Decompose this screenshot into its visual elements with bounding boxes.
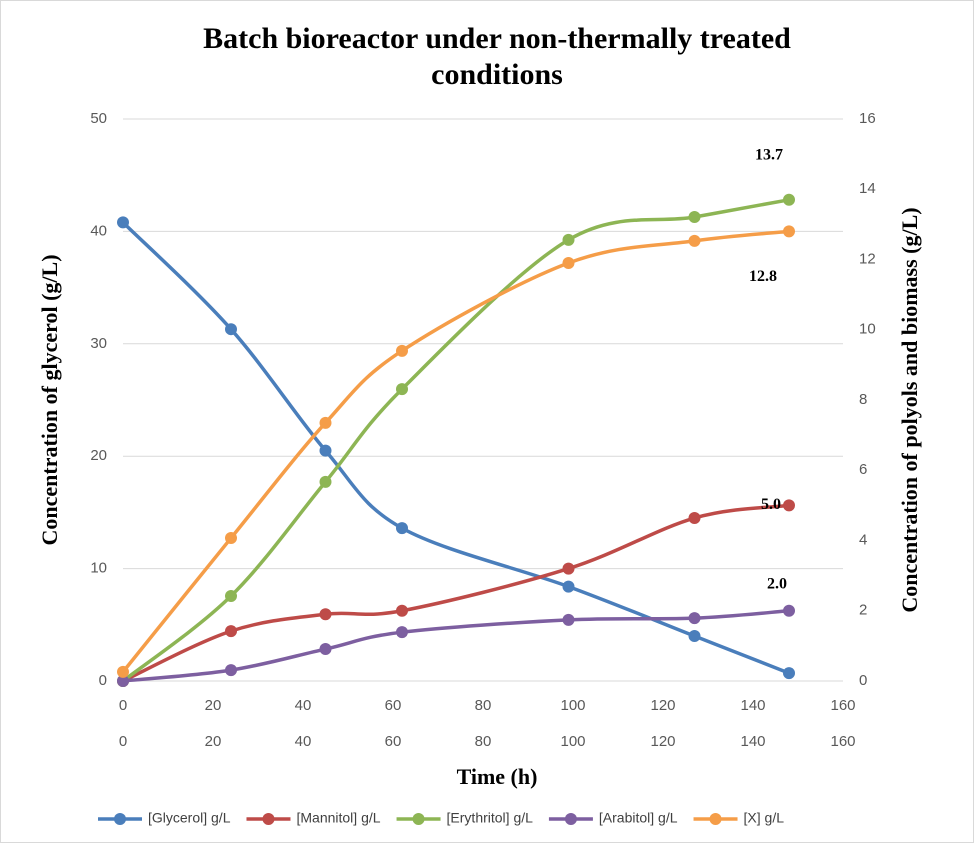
data-point bbox=[319, 475, 332, 488]
data-point bbox=[688, 210, 701, 223]
x2-tick-label: 100 bbox=[560, 733, 585, 750]
data-point bbox=[319, 643, 332, 656]
data-point bbox=[396, 522, 408, 535]
x2-tick-label: 20 bbox=[205, 733, 222, 750]
x2-tick-label: 60 bbox=[385, 733, 402, 750]
y2-tick-label: 6 bbox=[859, 461, 867, 478]
legend-label: [X] g/L bbox=[744, 810, 785, 826]
data-point bbox=[225, 664, 237, 677]
chart-title: Batch bioreactor under non-thermally tre… bbox=[203, 22, 791, 91]
y2-tick-label: 12 bbox=[859, 250, 876, 267]
legend-marker bbox=[114, 813, 126, 825]
x-tick-label: 60 bbox=[385, 697, 402, 714]
x-axis-title: Time (h) bbox=[457, 764, 538, 789]
y2-tick-label: 10 bbox=[859, 321, 876, 338]
data-point bbox=[688, 612, 701, 625]
y-tick-label: 30 bbox=[90, 335, 107, 352]
data-point bbox=[783, 193, 795, 206]
x-tick-label: 160 bbox=[830, 697, 855, 714]
data-point bbox=[783, 667, 795, 680]
data-point bbox=[225, 589, 237, 602]
y-tick-label: 20 bbox=[90, 447, 107, 464]
x-tick-label: 140 bbox=[740, 697, 765, 714]
data-point bbox=[783, 499, 795, 512]
x2-tick-label: 120 bbox=[650, 733, 675, 750]
y-tick-label: 0 bbox=[99, 672, 107, 689]
data-point bbox=[396, 383, 408, 396]
data-point bbox=[562, 613, 575, 626]
legend-label: [Erythritol] g/L bbox=[447, 810, 534, 826]
data-point bbox=[562, 562, 575, 575]
data-point bbox=[783, 225, 795, 238]
y2-tick-label: 0 bbox=[859, 672, 867, 689]
legend-marker bbox=[564, 813, 577, 825]
legend-label: [Glycerol] g/L bbox=[148, 810, 231, 826]
data-point bbox=[319, 444, 332, 457]
x-tick-label: 40 bbox=[295, 697, 312, 714]
data-label: 13.7 bbox=[755, 146, 783, 163]
x-tick-label: 80 bbox=[475, 697, 492, 714]
y2-tick-label: 2 bbox=[859, 602, 867, 619]
legend-marker bbox=[262, 813, 275, 825]
data-point bbox=[562, 233, 575, 246]
x2-tick-label: 40 bbox=[295, 733, 312, 750]
y-tick-label: 10 bbox=[90, 560, 107, 577]
data-point bbox=[117, 216, 129, 229]
data-point bbox=[396, 604, 408, 617]
data-point bbox=[319, 416, 332, 429]
data-point bbox=[688, 234, 701, 247]
data-label: 5.0 bbox=[761, 496, 781, 513]
legend-marker bbox=[412, 813, 425, 825]
data-point bbox=[396, 626, 408, 639]
data-point bbox=[117, 675, 129, 687]
legend-label: [Mannitol] g/L bbox=[296, 810, 380, 826]
data-point bbox=[396, 344, 408, 357]
data-label: 2.0 bbox=[767, 575, 787, 592]
data-point bbox=[117, 665, 129, 678]
x-tick-label: 120 bbox=[650, 697, 675, 714]
x-tick-label: 100 bbox=[560, 697, 585, 714]
x-tick-label: 0 bbox=[119, 697, 127, 714]
y-axis-title: Concentration of glycerol (g/L) bbox=[37, 254, 62, 545]
data-point bbox=[225, 323, 237, 336]
data-point bbox=[688, 630, 701, 643]
x2-tick-label: 80 bbox=[475, 733, 492, 750]
data-point bbox=[688, 512, 701, 525]
y-tick-label: 40 bbox=[90, 222, 107, 239]
data-point bbox=[562, 580, 575, 593]
x2-tick-label: 160 bbox=[830, 733, 855, 750]
x-tick-label: 20 bbox=[205, 697, 222, 714]
x2-tick-label: 0 bbox=[119, 733, 127, 750]
y2-tick-label: 14 bbox=[859, 180, 876, 197]
y2-tick-label: 8 bbox=[859, 391, 867, 408]
data-point bbox=[562, 257, 575, 270]
y-tick-label: 50 bbox=[90, 110, 107, 127]
y2-axis-title: Concentration of polyols and biomass (g/… bbox=[897, 207, 922, 612]
data-point bbox=[783, 604, 795, 617]
legend-label: [Arabitol] g/L bbox=[599, 810, 678, 826]
data-point bbox=[225, 532, 237, 545]
y2-tick-label: 16 bbox=[859, 110, 876, 127]
y2-tick-label: 4 bbox=[859, 531, 867, 548]
data-label: 12.8 bbox=[749, 268, 777, 285]
legend-marker bbox=[709, 813, 722, 825]
data-point bbox=[319, 608, 332, 621]
data-point bbox=[225, 625, 237, 638]
x2-tick-label: 140 bbox=[740, 733, 765, 750]
